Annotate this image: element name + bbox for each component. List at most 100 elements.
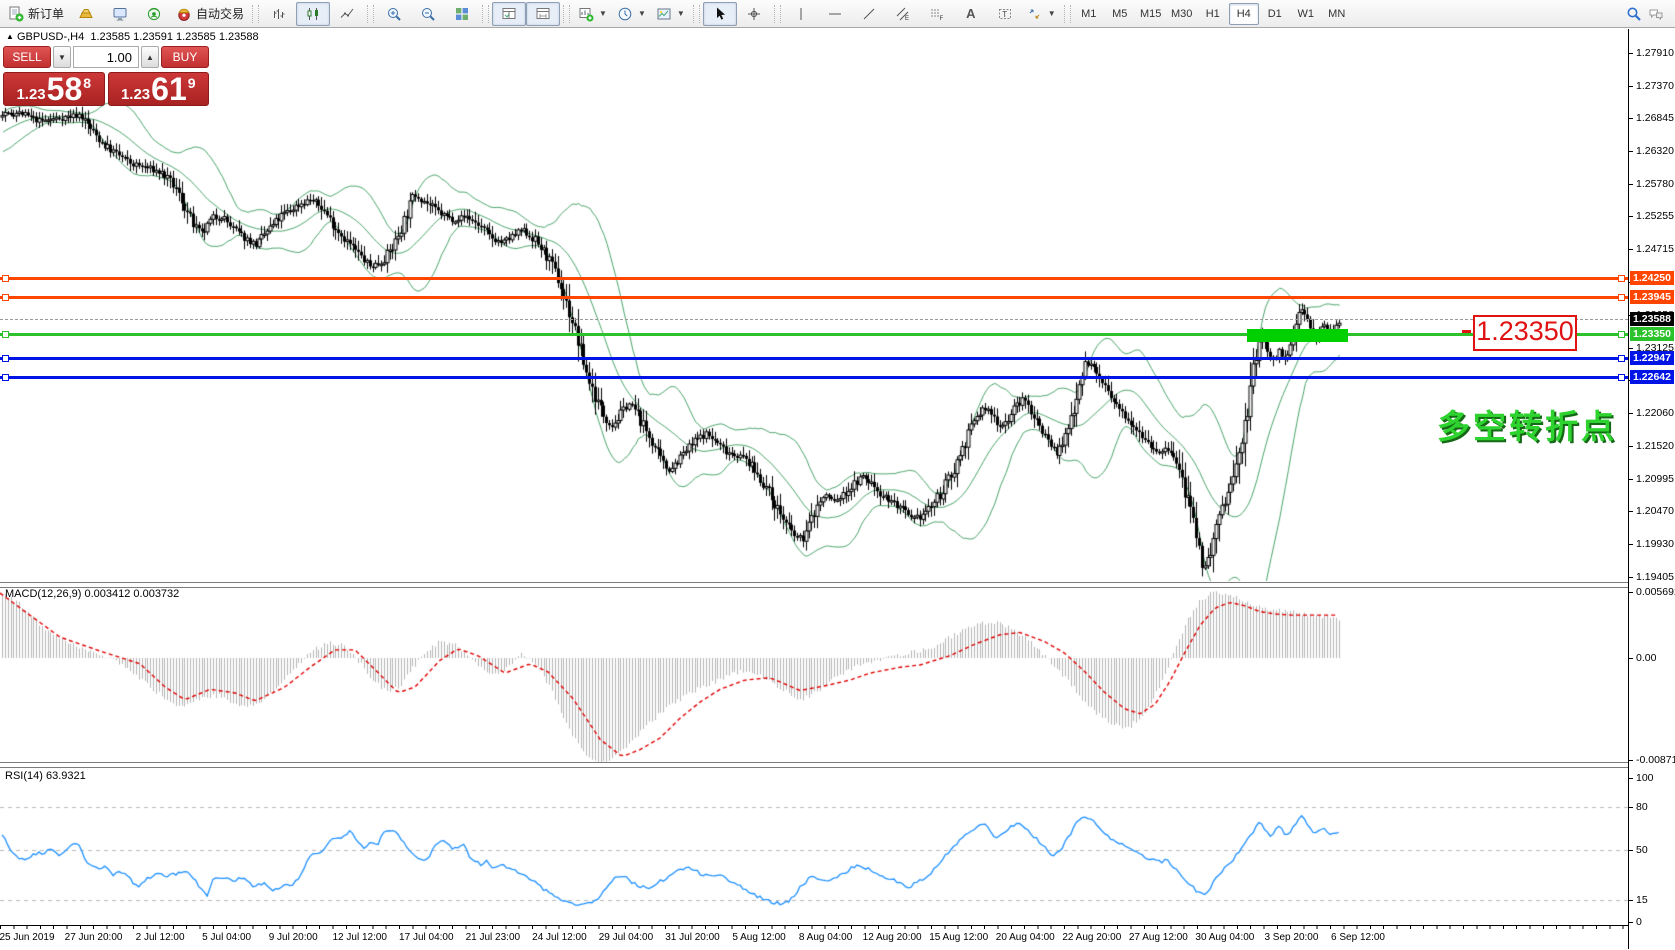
buy-price-pip: 9	[187, 75, 196, 91]
timeframe-w1[interactable]: W1	[1297, 7, 1314, 20]
period-button[interactable]: ▼	[612, 2, 651, 26]
fibonacci-icon: F	[929, 6, 945, 22]
trendline-tool[interactable]	[852, 2, 886, 26]
dropdown-caret: ▼	[676, 9, 685, 18]
volume-down-button[interactable]: ▼	[53, 46, 71, 68]
line-anchor[interactable]	[2, 331, 9, 338]
chart-canvas[interactable]	[0, 0, 1628, 949]
price-axis[interactable]: 1.27910 1.27370 1.26845 1.26320 1.25780 1.252…	[1629, 29, 1675, 928]
cascade-icon	[535, 6, 551, 22]
price-label: 1.24250	[1630, 271, 1674, 285]
toolbar-right	[1626, 6, 1672, 22]
line-anchor[interactable]	[1618, 331, 1625, 338]
date-label: 31 Jul 20:00	[665, 932, 720, 943]
vline-icon	[793, 6, 809, 22]
price-callout-box[interactable]: 1.23350	[1473, 315, 1577, 351]
sell-quote-panel[interactable]: 1.23 58 8	[3, 72, 105, 106]
signals-button[interactable]	[137, 2, 171, 26]
timeframe-m5[interactable]: M5	[1112, 7, 1128, 20]
dropdown-caret: ▼	[637, 9, 646, 18]
cursor-tool-button[interactable]	[702, 1, 737, 26]
new-chart-button[interactable]: ▼	[573, 2, 612, 26]
vertical-line-tool[interactable]	[784, 2, 818, 26]
timeframe-d1[interactable]: D1	[1267, 7, 1282, 20]
svg-text:T: T	[1002, 9, 1007, 18]
crosshair-icon	[746, 6, 762, 22]
symbol-name: GBPUSD-,H4	[16, 31, 85, 43]
sell-button[interactable]: SELL	[3, 46, 51, 68]
date-label: 27 Aug 12:00	[1128, 932, 1188, 943]
hline-support-2[interactable]	[0, 376, 1628, 379]
collapse-triangle-icon[interactable]: ▲	[6, 32, 14, 41]
label-icon: T	[997, 6, 1013, 22]
symbol-info[interactable]: ▲ GBPUSD-,H4 1.23585 1.23591 1.23585 1.2…	[6, 31, 259, 43]
date-label: 15 Aug 12:00	[929, 932, 989, 943]
volume-input[interactable]: 1.00	[73, 46, 139, 68]
buy-button[interactable]: BUY	[161, 46, 209, 68]
hline-pivot-green[interactable]	[0, 333, 1628, 336]
toolbar-grip	[252, 4, 260, 23]
toolbar-grip	[773, 4, 781, 23]
zoom-out-button[interactable]	[411, 2, 445, 26]
price-label: 1.23588	[1630, 312, 1674, 326]
candlestick-button[interactable]	[296, 1, 331, 26]
timeframe-m1[interactable]: M1	[1081, 7, 1097, 20]
toolbar-grip	[367, 4, 375, 23]
price-label: 1.22642	[1630, 370, 1674, 384]
timeframe-h4[interactable]: H4	[1228, 2, 1259, 25]
toolbar-grip	[563, 4, 571, 23]
cascade-windows-button[interactable]	[526, 1, 561, 26]
line-anchor[interactable]	[2, 275, 9, 282]
svg-text:E: E	[905, 16, 909, 22]
line-anchor[interactable]	[2, 374, 9, 381]
template-button[interactable]: ▼	[651, 2, 690, 26]
date-label: 12 Jul 12:00	[332, 932, 388, 943]
new-order-button[interactable]: 新订单	[3, 2, 69, 26]
timeframe-group: M1 M5 M15 M30 H1 H4 D1 W1 MN	[1074, 2, 1352, 25]
hline-support-1[interactable]	[0, 357, 1628, 360]
crosshair-tool-button[interactable]	[737, 2, 771, 26]
pivot-zone-rect[interactable]	[1247, 329, 1348, 342]
sell-price-big: 58	[46, 70, 83, 107]
timeframe-h1[interactable]: H1	[1205, 7, 1220, 20]
bar-chart-button[interactable]	[262, 2, 296, 26]
zoom-out-icon	[420, 6, 436, 22]
date-label: 25 Jun 2019	[0, 932, 55, 943]
tile-windows-button[interactable]	[445, 2, 479, 26]
volume-up-button[interactable]: ▲	[141, 46, 159, 68]
trendline-icon	[861, 6, 877, 22]
timeframe-mn[interactable]: MN	[1328, 7, 1346, 20]
line-anchor[interactable]	[1618, 355, 1625, 362]
arrange-windows-button[interactable]	[492, 1, 527, 26]
svg-text:F: F	[939, 16, 943, 22]
line-anchor[interactable]	[2, 294, 9, 301]
line-anchor[interactable]	[1618, 294, 1625, 301]
date-label: 2 Jul 12:00	[135, 932, 185, 943]
horizontal-line-tool[interactable]	[818, 2, 852, 26]
autotrading-button[interactable]: 自动交易	[171, 2, 249, 26]
text-tool[interactable]: A	[954, 2, 988, 26]
search-icon[interactable]	[1626, 6, 1642, 22]
hline-resistance-2[interactable]	[0, 296, 1628, 299]
turning-point-text[interactable]: 多空转折点	[1437, 407, 1617, 446]
label-tool[interactable]: T	[988, 2, 1022, 26]
line-anchor[interactable]	[1618, 275, 1625, 282]
macd-panel-divider[interactable]	[0, 582, 1628, 588]
zoom-in-button[interactable]	[377, 2, 411, 26]
period-clock-icon	[617, 6, 633, 22]
timeframe-m30[interactable]: M30	[1171, 7, 1193, 20]
hline-resistance-1[interactable]	[0, 277, 1628, 280]
arrows-tool[interactable]: ▼	[1022, 2, 1061, 26]
channel-tool[interactable]: E	[886, 2, 920, 26]
chat-icon[interactable]	[1648, 6, 1664, 22]
line-chart-button[interactable]	[330, 2, 364, 26]
time-axis[interactable]: 25 Jun 2019 27 Jun 20:00 2 Jul 12:00 5 Jul …	[0, 925, 1628, 950]
buy-quote-panel[interactable]: 1.23 61 9	[107, 72, 209, 106]
rsi-panel-divider[interactable]	[0, 762, 1628, 768]
line-anchor[interactable]	[2, 355, 9, 362]
market-watch-button[interactable]	[69, 2, 103, 26]
terminal-button[interactable]	[103, 2, 137, 26]
fibonacci-tool[interactable]: F	[920, 2, 954, 26]
line-anchor[interactable]	[1618, 374, 1625, 381]
timeframe-m15[interactable]: M15	[1140, 7, 1162, 20]
